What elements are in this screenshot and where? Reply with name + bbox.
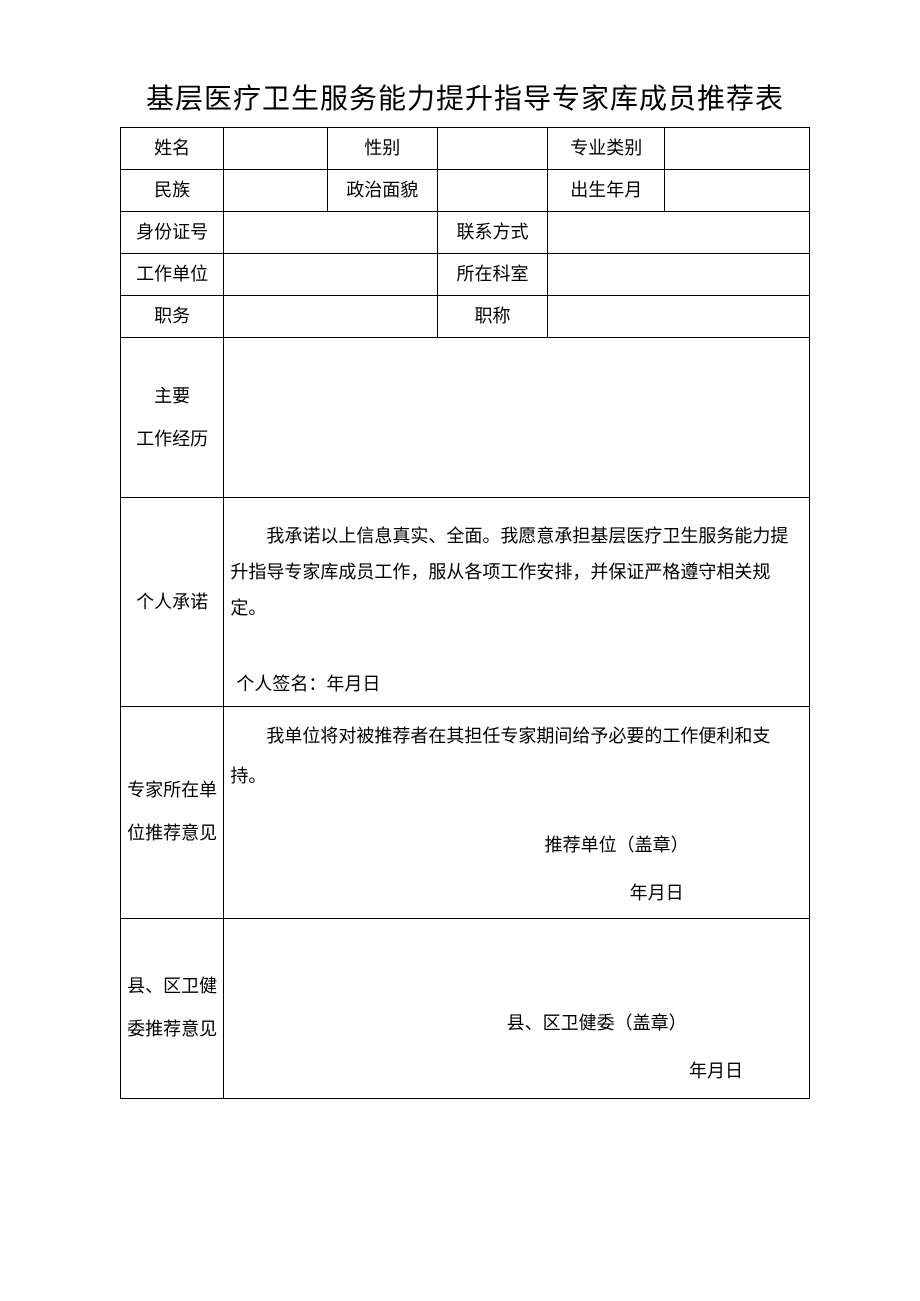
value-specialty[interactable] xyxy=(665,128,810,170)
label-position: 职务 xyxy=(121,296,224,338)
label-work-history: 主要 工作经历 xyxy=(121,338,224,498)
label-ethnicity: 民族 xyxy=(121,170,224,212)
row-ethnicity-political-birth: 民族 政治面貌 出生年月 xyxy=(121,170,810,212)
county-stamp: 县、区卫健委（盖章） xyxy=(230,1004,803,1044)
label-idnumber: 身份证号 xyxy=(121,212,224,254)
value-political[interactable] xyxy=(437,170,547,212)
label-titlerank: 职称 xyxy=(437,296,547,338)
label-county-opinion-line1: 县、区卫健 xyxy=(123,965,221,1008)
value-idnumber[interactable] xyxy=(224,212,438,254)
row-position-titlerank: 职务 职称 xyxy=(121,296,810,338)
label-department: 所在科室 xyxy=(437,254,547,296)
value-workunit[interactable] xyxy=(224,254,438,296)
row-idnumber-contact: 身份证号 联系方式 xyxy=(121,212,810,254)
recommendation-form-table: 姓名 性别 专业类别 民族 政治面貌 出生年月 身份证号 联系方式 工作单位 所… xyxy=(120,127,810,1098)
label-county-opinion-line2: 委推荐意见 xyxy=(123,1008,221,1051)
unit-date: 年月日 xyxy=(230,874,803,914)
label-name: 姓名 xyxy=(121,128,224,170)
label-political: 政治面貌 xyxy=(327,170,437,212)
row-workunit-department: 工作单位 所在科室 xyxy=(121,254,810,296)
row-commitment: 个人承诺 我承诺以上信息真实、全面。我愿意承担基层医疗卫生服务能力提升指导专家库… xyxy=(121,498,810,707)
row-name-gender-specialty: 姓名 性别 专业类别 xyxy=(121,128,810,170)
label-commitment: 个人承诺 xyxy=(121,498,224,707)
label-birth: 出生年月 xyxy=(548,170,665,212)
label-work-history-line1: 主要 xyxy=(123,375,221,418)
value-gender[interactable] xyxy=(437,128,547,170)
form-title: 基层医疗卫生服务能力提升指导专家库成员推荐表 xyxy=(120,80,810,119)
value-ethnicity[interactable] xyxy=(224,170,327,212)
label-specialty: 专业类别 xyxy=(548,128,665,170)
value-birth[interactable] xyxy=(665,170,810,212)
label-unit-opinion-line2: 位推荐意见 xyxy=(123,812,221,855)
row-unit-opinion: 专家所在单 位推荐意见 我单位将对被推荐者在其担任专家期间给予必要的工作便利和支… xyxy=(121,707,810,918)
commitment-signature[interactable]: 个人签名：年月日 xyxy=(230,666,803,702)
label-unit-opinion-line1: 专家所在单 xyxy=(123,769,221,812)
row-work-history: 主要 工作经历 xyxy=(121,338,810,498)
value-commitment: 我承诺以上信息真实、全面。我愿意承担基层医疗卫生服务能力提升指导专家库成员工作，… xyxy=(224,498,810,707)
label-contact: 联系方式 xyxy=(437,212,547,254)
commitment-text: 我承诺以上信息真实、全面。我愿意承担基层医疗卫生服务能力提升指导专家库成员工作，… xyxy=(230,518,803,626)
value-department[interactable] xyxy=(548,254,810,296)
value-contact[interactable] xyxy=(548,212,810,254)
value-county-opinion: 县、区卫健委（盖章） 年月日 xyxy=(224,918,810,1098)
value-position[interactable] xyxy=(224,296,438,338)
label-work-history-line2: 工作经历 xyxy=(123,418,221,461)
unit-stamp: 推荐单位（盖章） xyxy=(230,826,803,866)
value-work-history[interactable] xyxy=(224,338,810,498)
label-county-opinion: 县、区卫健 委推荐意见 xyxy=(121,918,224,1098)
label-workunit: 工作单位 xyxy=(121,254,224,296)
value-unit-opinion: 我单位将对被推荐者在其担任专家期间给予必要的工作便利和支持。 推荐单位（盖章） … xyxy=(224,707,810,918)
county-date: 年月日 xyxy=(230,1052,803,1092)
row-county-opinion: 县、区卫健 委推荐意见 县、区卫健委（盖章） 年月日 xyxy=(121,918,810,1098)
value-name[interactable] xyxy=(224,128,327,170)
label-gender: 性别 xyxy=(327,128,437,170)
value-titlerank[interactable] xyxy=(548,296,810,338)
label-unit-opinion: 专家所在单 位推荐意见 xyxy=(121,707,224,918)
unit-text: 我单位将对被推荐者在其担任专家期间给予必要的工作便利和支持。 xyxy=(230,717,803,796)
